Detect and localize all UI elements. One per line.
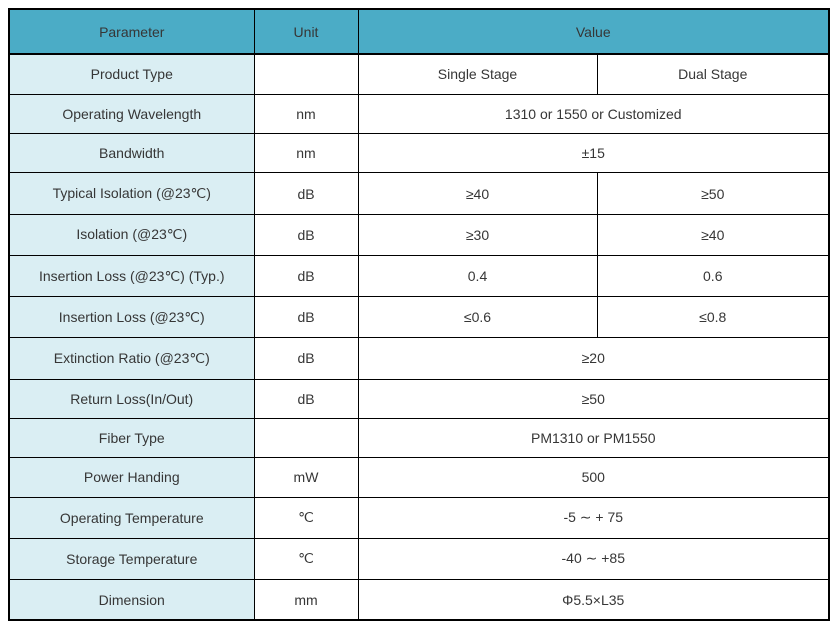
header-value: Value [357, 8, 830, 55]
param-label: Insertion Loss (@23℃) [8, 296, 255, 339]
param-label: Isolation (@23℃) [8, 213, 255, 256]
value-cell: 500 [357, 457, 830, 498]
header-unit: Unit [253, 8, 359, 55]
unit-cell [253, 417, 359, 459]
table-row: Bandwidth nm ±15 [8, 133, 830, 174]
unit-cell: dB [253, 254, 359, 298]
unit-cell: ℃ [253, 496, 359, 539]
table-row: Insertion Loss (@23℃) dB ≤0.6 ≤0.8 [8, 296, 830, 339]
param-label: Operating Temperature [8, 496, 255, 539]
value-cell: ≥50 [357, 378, 830, 419]
table-row: Dimension mm Φ5.5×L35 [8, 579, 830, 621]
table-row: Extinction Ratio (@23℃) dB ≥20 [8, 337, 830, 380]
unit-cell: mm [253, 579, 359, 621]
param-label: Dimension [8, 579, 255, 621]
table-row: Operating Wavelength nm 1310 or 1550 or … [8, 93, 830, 135]
value-cell-left: 0.4 [357, 254, 598, 298]
value-cell-right: ≤0.8 [596, 296, 830, 339]
table-row: Product Type Single Stage Dual Stage [8, 53, 830, 95]
param-label: Power Handing [8, 457, 255, 498]
unit-cell: dB [253, 378, 359, 419]
table-row: Typical Isolation (@23℃) dB ≥40 ≥50 [8, 172, 830, 215]
value-cell-left: ≥40 [357, 172, 598, 215]
table-row: Isolation (@23℃) dB ≥30 ≥40 [8, 213, 830, 256]
value-cell: 1310 or 1550 or Customized [357, 93, 830, 135]
value-cell: PM1310 or PM1550 [357, 417, 830, 459]
value-cell: ±15 [357, 133, 830, 174]
unit-cell: nm [253, 133, 359, 174]
value-cell-left: ≤0.6 [357, 296, 598, 339]
param-label: Storage Temperature [8, 537, 255, 581]
param-label: Extinction Ratio (@23℃) [8, 337, 255, 380]
param-label: Bandwidth [8, 133, 255, 174]
unit-cell: ℃ [253, 537, 359, 581]
param-label: Insertion Loss (@23℃) (Typ.) [8, 254, 255, 298]
table-row: Operating Temperature ℃ -5 ∼ + 75 [8, 496, 830, 539]
unit-cell: nm [253, 93, 359, 135]
unit-cell [253, 53, 359, 95]
value-cell-right: ≥40 [596, 213, 830, 256]
value-cell-left: ≥30 [357, 213, 598, 256]
value-cell: -40 ∼ +85 [357, 537, 830, 581]
param-label: Typical Isolation (@23℃) [8, 172, 255, 215]
header-row: Parameter Unit Value [8, 8, 830, 55]
value-cell-right: Dual Stage [596, 53, 830, 95]
param-label: Fiber Type [8, 417, 255, 459]
value-cell-right: ≥50 [596, 172, 830, 215]
table-row: Fiber Type PM1310 or PM1550 [8, 417, 830, 459]
table-row: Return Loss(In/Out) dB ≥50 [8, 378, 830, 419]
table-row: Power Handing mW 500 [8, 457, 830, 498]
value-cell-right: 0.6 [596, 254, 830, 298]
unit-cell: dB [253, 296, 359, 339]
value-cell: ≥20 [357, 337, 830, 380]
spec-table: Parameter Unit Value Product Type Single… [8, 8, 830, 621]
param-label: Operating Wavelength [8, 93, 255, 135]
table-row: Insertion Loss (@23℃) (Typ.) dB 0.4 0.6 [8, 254, 830, 298]
unit-cell: dB [253, 337, 359, 380]
table-row: Storage Temperature ℃ -40 ∼ +85 [8, 537, 830, 581]
value-cell: Φ5.5×L35 [357, 579, 830, 621]
param-label: Product Type [8, 53, 255, 95]
unit-cell: dB [253, 172, 359, 215]
value-cell: -5 ∼ + 75 [357, 496, 830, 539]
header-parameter: Parameter [8, 8, 255, 55]
unit-cell: mW [253, 457, 359, 498]
param-label: Return Loss(In/Out) [8, 378, 255, 419]
unit-cell: dB [253, 213, 359, 256]
value-cell-left: Single Stage [357, 53, 598, 95]
